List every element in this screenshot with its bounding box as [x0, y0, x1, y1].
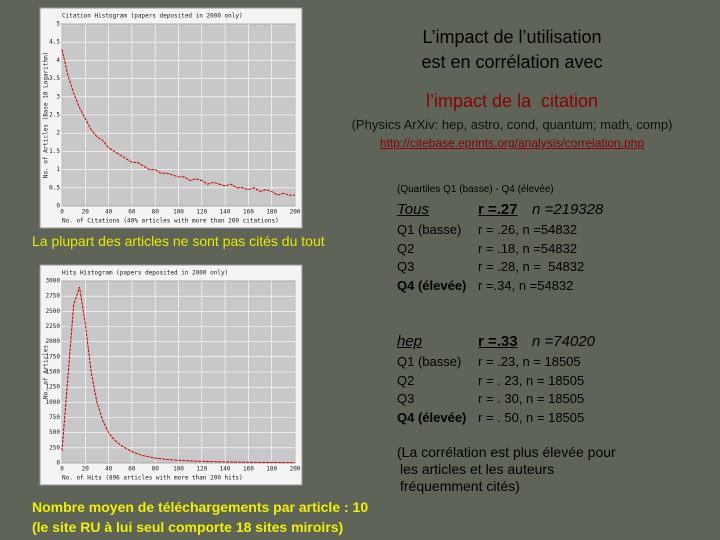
data-line [61, 49, 295, 196]
row-value: r =.34, n =54832 [478, 277, 574, 293]
y-tick-label: 750 [49, 414, 60, 421]
source: (Physics ArXiv: hep, astro, cond, quantu… [351, 117, 673, 132]
y-tick-label: 2750 [46, 293, 61, 300]
x-tick-label: 40 [105, 466, 113, 473]
y-axis-label: No. of Articles (Base 10 Logarithm) [43, 52, 50, 178]
group-r: r =.33 [478, 333, 518, 350]
y-tick-label: 1 [56, 166, 60, 173]
y-tick-label: 1000 [46, 399, 61, 406]
x-tick-label: 200 [290, 209, 301, 216]
chart-title: Hits Histogram (papers deposited in 2000… [62, 270, 228, 277]
y-tick-label: 500 [49, 429, 60, 436]
note-line: (La corrélation est plus élevée pour [397, 444, 616, 460]
row-label: Q3 [397, 391, 415, 406]
x-tick-label: 160 [243, 209, 254, 216]
y-tick-label: 5 [56, 21, 60, 28]
group-n: n =74020 [532, 333, 595, 350]
x-tick-label: 140 [220, 466, 231, 473]
data-line [61, 286, 296, 464]
x-tick-label: 100 [173, 466, 184, 473]
row-label: Q4 (élevée) [397, 277, 467, 293]
source-link[interactable]: http://citebase.eprints.org/analysis/cor… [379, 136, 645, 150]
x-tick-label: 180 [266, 466, 277, 473]
x-tick-label: 80 [152, 466, 160, 473]
y-tick-label: 4 [56, 57, 60, 64]
y-tick-label: 2500 [46, 308, 61, 315]
x-tick-label: 180 [266, 209, 277, 216]
row-label: Q2 [397, 240, 415, 256]
title-line: L’impact de l’utilisation [422, 27, 602, 47]
y-tick-label: 2.5 [49, 112, 60, 119]
x-axis-label: No. of Citations (40% articles with more… [62, 218, 279, 225]
row-label: Q1 (basse) [397, 222, 462, 237]
quartile-note: (Quartiles Q1 (basse) - Q4 (élevée) [397, 184, 554, 195]
x-axis-label: No. of Hits (896 articles with more than… [62, 475, 243, 482]
footer-line: (le site RU à lui seul comporte 18 sites… [32, 519, 344, 535]
note-line: fréquemment cités) [400, 478, 520, 494]
title-line: est en corrélation avec [421, 52, 603, 72]
note-line: les articles et les auteurs [400, 461, 555, 477]
x-tick-label: 20 [82, 209, 90, 216]
x-tick-label: 80 [152, 209, 160, 216]
row-label: Q3 [397, 259, 415, 274]
x-tick-label: 60 [128, 209, 136, 216]
row-value: r = . 30, n = 18505 [478, 391, 585, 406]
chart-title: Citation Histogram (papers deposited in … [62, 13, 243, 20]
y-axis-label: No. of Articles [43, 345, 50, 400]
group-r: r =.27 [478, 201, 518, 218]
y-tick-label: 3 [56, 93, 60, 100]
row-label: Q4 (élevée) [397, 409, 467, 425]
x-tick-label: 40 [105, 209, 113, 216]
row-value: r = .28, n = 54832 [478, 259, 585, 274]
x-tick-label: 120 [196, 209, 207, 216]
y-tick-label: 1250 [46, 384, 61, 391]
title-line: l’impact de la citation [425, 91, 599, 111]
x-tick-label: 200 [290, 466, 301, 473]
y-tick-label: 3.5 [49, 75, 60, 82]
y-tick-label: 3000 [46, 278, 61, 285]
y-tick-label: 0 [56, 203, 60, 210]
x-tick-label: 120 [196, 466, 207, 473]
x-tick-label: 60 [128, 466, 136, 473]
row-value: r = .23, n = 18505 [478, 354, 581, 369]
y-tick-label: 2 [56, 130, 60, 137]
y-tick-label: 0.5 [49, 184, 60, 191]
left-note: La plupart des articles ne sont pas cité… [32, 233, 325, 249]
x-tick-label: 0 [60, 466, 64, 473]
x-tick-label: 0 [60, 209, 64, 216]
x-tick-label: 20 [82, 466, 90, 473]
group-name: Tous [397, 201, 429, 218]
y-tick-label: 250 [49, 444, 60, 451]
y-tick-label: 2250 [46, 323, 61, 330]
y-tick-label: 0 [56, 460, 60, 467]
y-tick-label: 1.5 [49, 148, 60, 155]
row-value: r = . 23, n = 18505 [478, 372, 585, 388]
x-tick-label: 100 [173, 209, 184, 216]
footer-line: Nombre moyen de téléchargements par arti… [32, 499, 369, 515]
y-tick-label: 1750 [46, 353, 61, 360]
x-tick-label: 160 [243, 466, 254, 473]
row-label: Q2 [397, 372, 415, 388]
y-tick-label: 1500 [46, 369, 61, 376]
group-name: hep [397, 333, 423, 350]
row-value: r = .26, n =54832 [478, 222, 578, 237]
group-n: n =219328 [532, 201, 604, 218]
row-label: Q1 (basse) [397, 354, 462, 369]
y-tick-label: 2000 [46, 338, 61, 345]
y-tick-label: 4.5 [49, 39, 60, 46]
x-tick-label: 140 [220, 209, 231, 216]
row-value: r = . 50, n = 18505 [478, 409, 585, 425]
row-value: r = .18, n =54832 [478, 240, 578, 256]
